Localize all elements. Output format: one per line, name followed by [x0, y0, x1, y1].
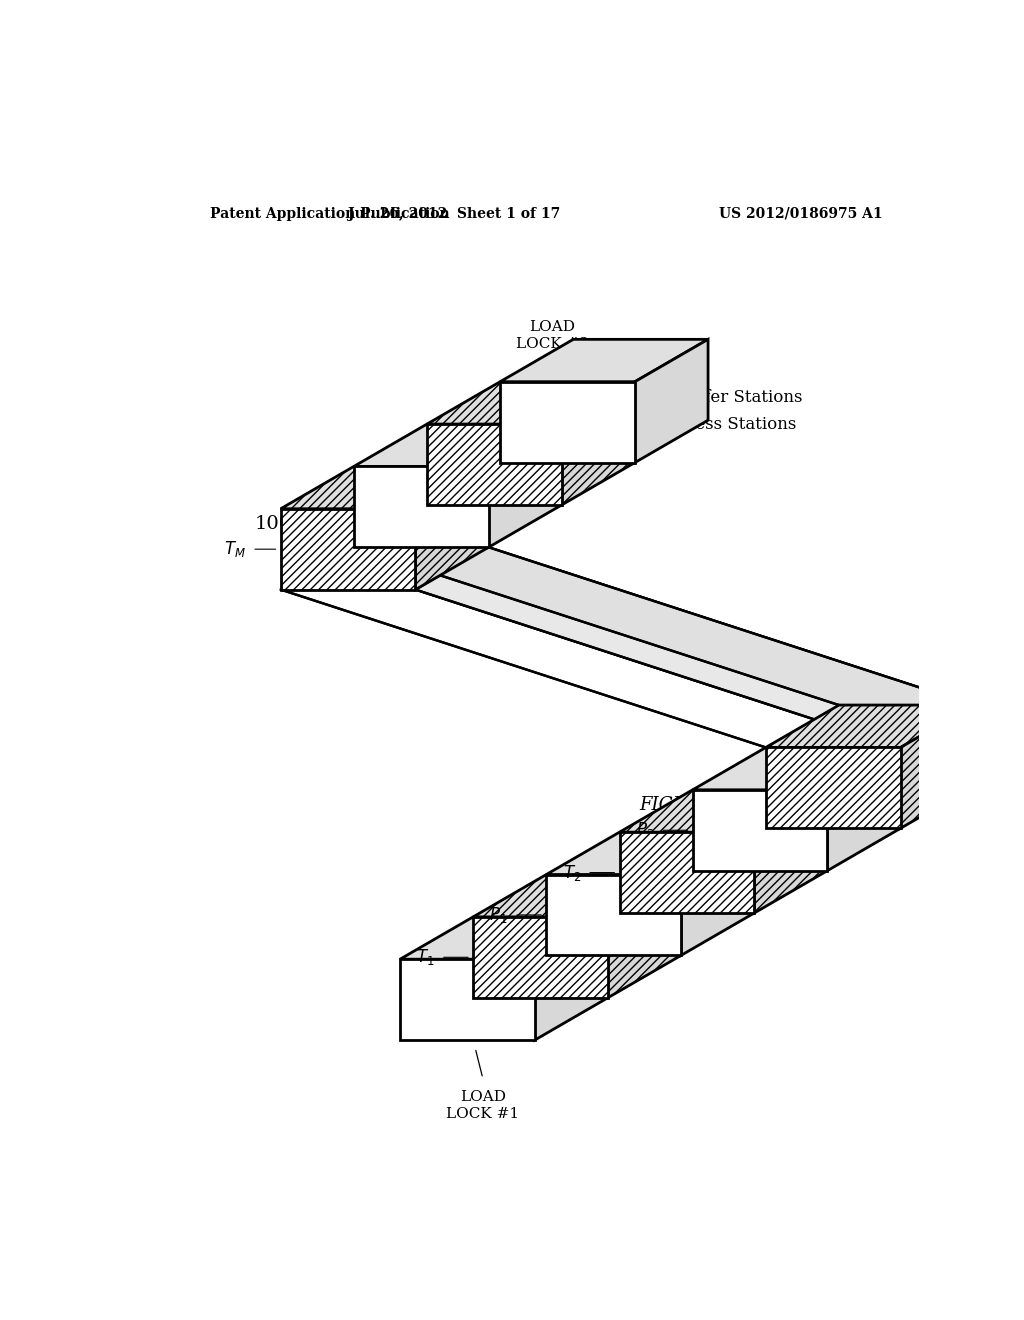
Polygon shape	[500, 339, 708, 381]
Polygon shape	[766, 705, 974, 747]
Polygon shape	[681, 832, 755, 956]
Polygon shape	[416, 548, 974, 747]
Polygon shape	[354, 466, 488, 548]
Text: Jul. 26, 2012  Sheet 1 of 17: Jul. 26, 2012 Sheet 1 of 17	[348, 207, 560, 220]
Polygon shape	[488, 424, 562, 548]
Polygon shape	[281, 508, 416, 590]
Polygon shape	[635, 339, 708, 462]
Text: $T_1$: $T_1$	[416, 948, 435, 968]
Text: Patent Application Publication: Patent Application Publication	[210, 207, 450, 220]
Text: LOAD
LOCK #2: LOAD LOCK #2	[515, 319, 589, 351]
Text: P: Process Stations: P: Process Stations	[635, 416, 797, 433]
Text: $T_2$: $T_2$	[562, 862, 581, 883]
Text: $T_N$: $T_N$	[372, 454, 392, 474]
Polygon shape	[400, 960, 535, 1040]
Polygon shape	[620, 832, 755, 913]
Polygon shape	[354, 424, 562, 466]
Polygon shape	[692, 747, 900, 789]
Text: T: Transfer Stations: T: Transfer Stations	[635, 388, 803, 405]
Text: $P_M$: $P_M$	[297, 496, 319, 517]
Polygon shape	[755, 789, 827, 913]
Polygon shape	[427, 381, 635, 424]
Polygon shape	[427, 424, 562, 506]
Polygon shape	[562, 381, 635, 506]
Text: FIGURE 1A: FIGURE 1A	[640, 796, 745, 814]
Polygon shape	[766, 747, 900, 829]
Polygon shape	[547, 874, 681, 956]
Polygon shape	[547, 832, 755, 874]
Text: LOAD
LOCK #1: LOAD LOCK #1	[446, 1090, 519, 1122]
Polygon shape	[500, 381, 635, 462]
Polygon shape	[620, 789, 827, 832]
Polygon shape	[473, 917, 608, 998]
Text: 100: 100	[254, 515, 292, 533]
Polygon shape	[535, 917, 608, 1040]
Polygon shape	[827, 747, 900, 871]
Polygon shape	[400, 917, 608, 960]
Text: $P_2$: $P_2$	[636, 820, 654, 841]
Polygon shape	[354, 548, 974, 705]
Polygon shape	[473, 874, 681, 917]
Text: $T_3$: $T_3$	[709, 777, 727, 797]
Polygon shape	[281, 466, 488, 508]
Polygon shape	[281, 590, 900, 747]
Text: $T_M$: $T_M$	[224, 539, 246, 560]
Text: $P_1$: $P_1$	[489, 906, 508, 925]
Polygon shape	[416, 466, 488, 590]
Polygon shape	[692, 789, 827, 871]
Polygon shape	[608, 874, 681, 998]
Text: US 2012/0186975 A1: US 2012/0186975 A1	[719, 207, 883, 220]
Polygon shape	[900, 705, 974, 829]
